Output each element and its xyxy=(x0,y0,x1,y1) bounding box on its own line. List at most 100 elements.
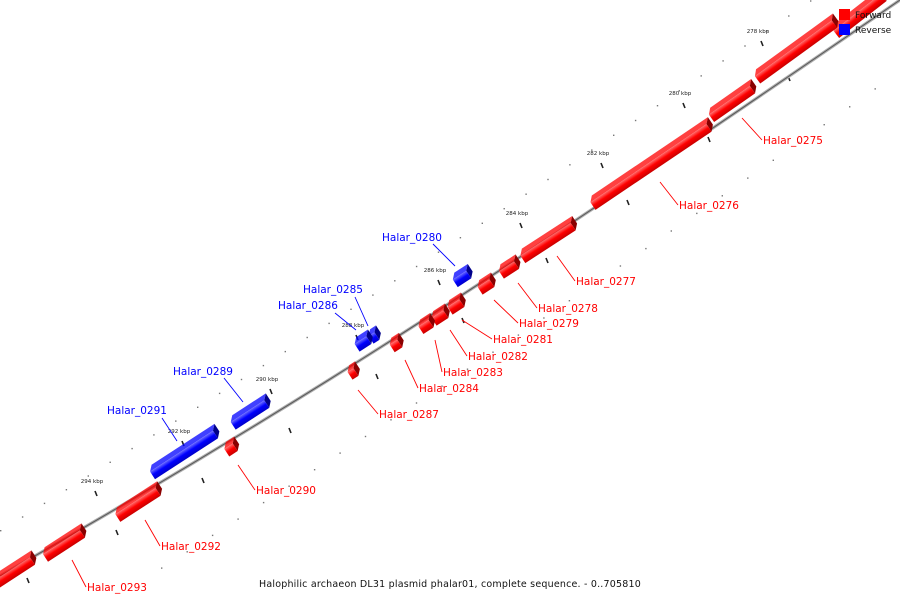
gene-Halar_0284[interactable] xyxy=(387,332,406,353)
gene-top-face xyxy=(224,436,235,449)
scale-dot xyxy=(288,485,290,487)
gene-front-face xyxy=(347,368,359,380)
scale-dot xyxy=(678,90,680,92)
gene-label-Halar_0290[interactable]: Halar_0290 xyxy=(256,485,316,497)
scale-dot xyxy=(568,300,571,302)
gene-Halar_0281[interactable] xyxy=(445,292,469,315)
gene-label-Halar_0286[interactable]: Halar_0286 xyxy=(278,300,338,312)
scale-dot xyxy=(394,280,396,282)
scale-dot xyxy=(364,435,367,438)
gene-block[interactable] xyxy=(706,79,759,123)
legend: Forward Reverse xyxy=(839,9,892,36)
minor-tick xyxy=(545,257,549,264)
tick-mark xyxy=(94,490,98,497)
scale-dot xyxy=(0,530,2,532)
gene-Halar_0282[interactable] xyxy=(429,303,453,326)
gene-Halar_0291[interactable] xyxy=(147,423,222,480)
gene-label-Halar_0281[interactable]: Halar_0281 xyxy=(493,334,553,346)
scale-dot xyxy=(481,222,483,224)
gene-label-Halar_0285[interactable]: Halar_0285 xyxy=(303,284,363,296)
gene-Halar_0276[interactable] xyxy=(588,117,716,210)
legend-swatch-reverse xyxy=(839,24,850,35)
scale-dot xyxy=(619,265,622,267)
gene-label-Halar_0278[interactable]: Halar_0278 xyxy=(538,303,598,315)
tick-mark xyxy=(760,40,764,47)
legend-item-reverse[interactable]: Reverse xyxy=(839,24,892,36)
gene-label-Halar_0276[interactable]: Halar_0276 xyxy=(679,200,739,212)
scale-dot xyxy=(313,469,316,471)
leader-Halar_0282 xyxy=(449,329,468,357)
tick-mark xyxy=(269,388,273,395)
gene-Halar_0289[interactable] xyxy=(228,393,273,430)
gene-Halar_0280[interactable] xyxy=(450,263,475,288)
gene-label-Halar_0280[interactable]: Halar_0280 xyxy=(382,232,442,244)
leader-Halar_0293 xyxy=(71,559,87,588)
gene-Halar_0275[interactable] xyxy=(752,13,841,84)
scale-dot xyxy=(634,119,637,122)
scale-dot xyxy=(700,75,702,77)
gene-label-Halar_0283[interactable]: Halar_0283 xyxy=(443,367,503,379)
gene-label-Halar_0287[interactable]: Halar_0287 xyxy=(379,409,439,421)
legend-item-forward[interactable]: Forward xyxy=(839,9,891,21)
leader-Halar_0284 xyxy=(404,359,419,389)
gene-Halar_0292[interactable] xyxy=(113,481,165,522)
gene-features xyxy=(0,0,888,589)
gene-side-face xyxy=(749,79,757,94)
leader-Halar_0291 xyxy=(161,417,178,442)
leader-Halar_0277 xyxy=(556,255,576,282)
gene-side-face xyxy=(232,436,240,452)
gene-label-Halar_0279[interactable]: Halar_0279 xyxy=(519,318,579,330)
gene-label-Halar_0289[interactable]: Halar_0289 xyxy=(173,366,233,378)
gene-label-Halar_0275[interactable]: Halar_0275 xyxy=(763,135,823,147)
tick-label: 288 kbp xyxy=(342,323,365,329)
gene-top-face xyxy=(150,423,215,472)
gene-side-face xyxy=(366,329,373,344)
gene-Halar_0290[interactable] xyxy=(222,436,242,457)
gene-label-Halar_0291[interactable]: Halar_0291 xyxy=(107,405,167,417)
legend-label-forward: Forward xyxy=(855,11,891,21)
tick-label: 280 kbp xyxy=(669,91,692,97)
gene-side-face xyxy=(706,117,713,132)
scale-dot xyxy=(543,317,545,319)
gene-top-face xyxy=(0,550,32,582)
scale-dots xyxy=(0,0,876,569)
scale-dot xyxy=(161,567,163,569)
gene-top-face xyxy=(447,292,461,308)
gene-side-face xyxy=(514,254,521,269)
map-caption: Halophilic archaeon DL31 plasmid phalar0… xyxy=(259,579,641,590)
scale-dot xyxy=(441,385,443,387)
gene-label-Halar_0282[interactable]: Halar_0282 xyxy=(468,351,528,363)
minor-tick xyxy=(26,577,30,584)
gene-Halar_0278[interactable] xyxy=(496,254,523,279)
gene-block[interactable] xyxy=(0,550,39,589)
gene-top-face xyxy=(452,263,468,280)
scale-dot xyxy=(722,60,724,62)
scale-dot xyxy=(766,30,768,32)
gene-side-face xyxy=(831,13,839,28)
gene-Halar_0286[interactable] xyxy=(352,329,376,352)
gene-Halar_0279[interactable] xyxy=(475,272,499,295)
minor-tick xyxy=(375,373,379,380)
scale-dot xyxy=(87,475,89,477)
gene-label-Halar_0292[interactable]: Halar_0292 xyxy=(161,541,221,553)
scale-dot xyxy=(372,294,374,296)
scale-dot xyxy=(788,15,790,17)
scale-dot xyxy=(721,195,723,197)
gene-label-Halar_0284[interactable]: Halar_0284 xyxy=(419,383,479,395)
gene-label-Halar_0277[interactable]: Halar_0277 xyxy=(576,276,636,288)
gene-Halar_0293[interactable] xyxy=(40,523,89,562)
gene-Halar_0283[interactable] xyxy=(416,313,438,335)
scale-dot xyxy=(211,534,214,537)
scale-dot xyxy=(492,351,494,353)
gene-label-Halar_0293[interactable]: Halar_0293 xyxy=(87,582,147,594)
gene-side-face xyxy=(397,332,404,348)
gene-top-face xyxy=(354,329,368,345)
minor-tick xyxy=(115,529,119,536)
scale-dot xyxy=(218,392,221,395)
gene-Halar_0277[interactable] xyxy=(518,215,580,264)
scale-dot xyxy=(517,334,520,336)
gene-Halar_0287[interactable] xyxy=(345,361,363,380)
scale-dot xyxy=(525,193,527,195)
backbone-line xyxy=(0,0,900,578)
